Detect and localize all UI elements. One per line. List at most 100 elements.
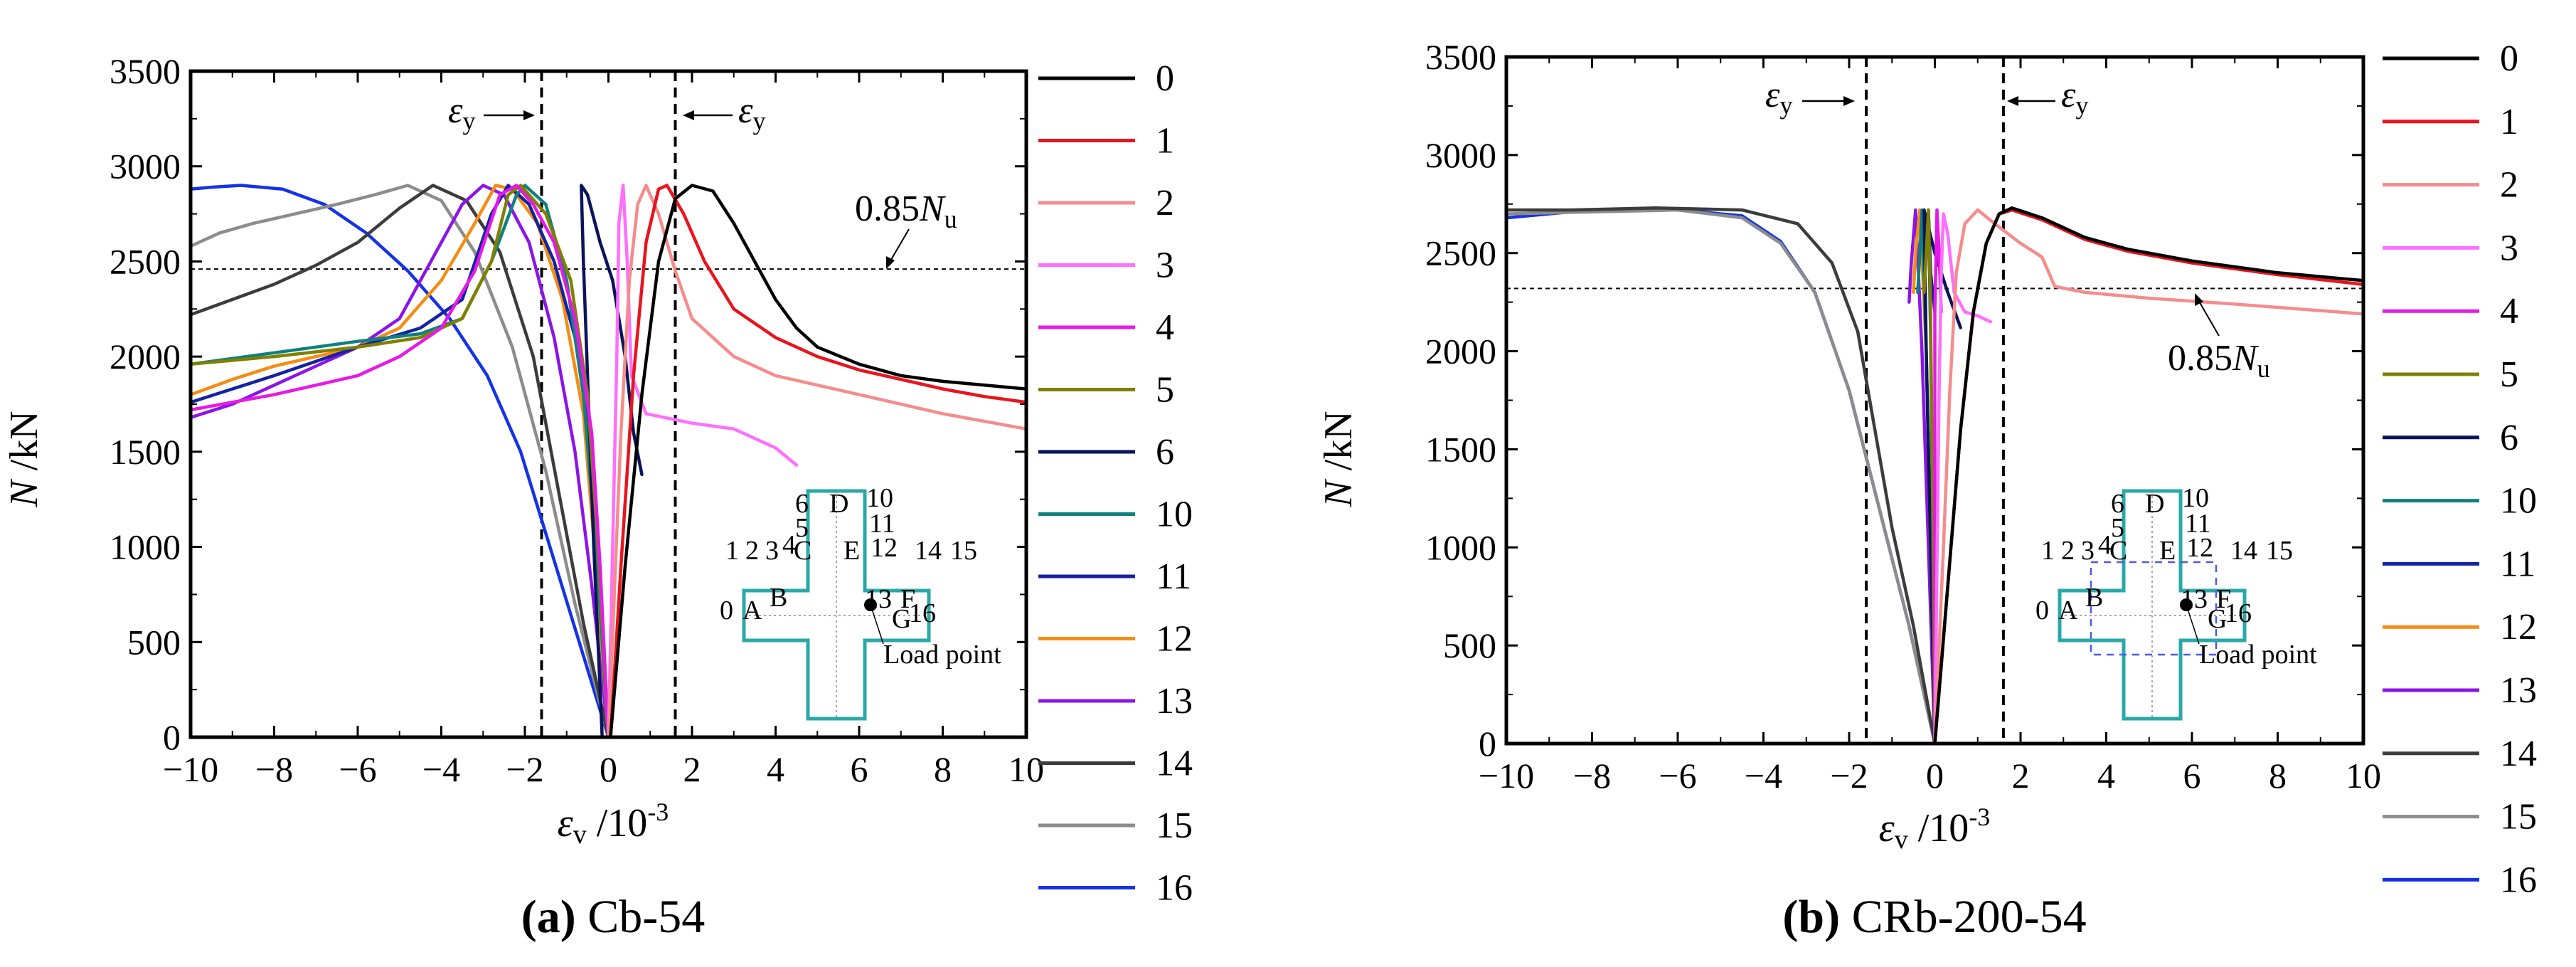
x-axis-label-b: εv /10-3 [1879, 803, 1991, 855]
y-tick-label: 1000 [1425, 527, 1496, 567]
legend-label-1: 1 [2500, 102, 2518, 142]
svg-text:D: D [2145, 489, 2164, 519]
svg-text:0: 0 [720, 596, 733, 625]
x-tick-label: 8 [934, 749, 952, 789]
plot-area-b [1506, 57, 2363, 744]
y-tick-label: 1500 [1425, 429, 1496, 469]
series-line-15 [191, 184, 610, 737]
x-tick-label: 6 [2183, 756, 2201, 796]
y-tick-label: 3000 [110, 147, 181, 186]
chart-panel-a: −10 −8 −6 −4 −2 0 2 4 6 8 100500100015002000250030… [2, 51, 1193, 943]
svg-text:5: 5 [2111, 513, 2124, 543]
svg-text:3: 3 [2081, 536, 2095, 566]
svg-text:3: 3 [765, 536, 779, 566]
svg-text:B: B [770, 583, 787, 613]
svg-text:5: 5 [795, 513, 809, 543]
eps-y-annotation-right-b: εy [2007, 75, 2089, 120]
svg-text:1: 1 [2041, 536, 2055, 566]
axis-ticks-b: −10 −8 −6 −4 −2 0 2 4 6 8 100500100015002000250030… [1425, 37, 2381, 796]
axes-frame [1504, 55, 2365, 746]
svg-text:F: F [2216, 584, 2231, 614]
svg-text:4: 4 [2098, 530, 2112, 560]
x-tick-label: 6 [851, 749, 868, 789]
svg-text:εy: εy [2061, 75, 2089, 120]
series-line-0 [609, 184, 1026, 737]
series-line-1 [609, 184, 1026, 737]
legend-label-11: 11 [1156, 556, 1191, 597]
svg-text:E: E [843, 536, 860, 566]
x-tick-label: 10 [2346, 756, 2381, 796]
svg-text:1: 1 [725, 536, 739, 566]
x-tick-label: −6 [339, 749, 376, 789]
y-tick-label: 1500 [110, 432, 181, 472]
svg-text:εy: εy [1765, 75, 1793, 120]
x-tick-label: −2 [1830, 756, 1868, 796]
legend-label-16: 16 [1156, 868, 1193, 909]
y-tick-label: 500 [1443, 625, 1496, 665]
x-tick-label: −6 [1659, 756, 1696, 796]
axis-ticks-a: −10 −8 −6 −4 −2 0 2 4 6 8 100500100015002000250030… [110, 51, 1044, 789]
svg-text:F: F [900, 584, 915, 614]
svg-text:16: 16 [909, 598, 936, 628]
legend-label-4: 4 [1156, 307, 1174, 348]
legend-label-11: 11 [2500, 544, 2535, 584]
svg-text:G: G [2208, 604, 2227, 634]
legend-label-13: 13 [2500, 670, 2537, 711]
rebar-cage-outline [2090, 561, 2218, 656]
y-tick-label: 3000 [1425, 135, 1496, 175]
series-line-10 [191, 184, 610, 737]
y-tick-label: 2000 [1425, 332, 1496, 371]
svg-text:0.85Nu: 0.85Nu [855, 189, 957, 233]
svg-text:12: 12 [2186, 533, 2213, 563]
series-layer-b [1504, 55, 2365, 746]
chart-panel-b: −10 −8 −6 −4 −2 0 2 4 6 8 100500100015002000250030… [1316, 37, 2537, 943]
eps-y-annotation-left-b: εy [1765, 75, 1855, 120]
legend-label-0: 0 [2500, 38, 2518, 79]
eps-y-annotation-left-a: εy [448, 90, 535, 135]
legend-label-10: 10 [1156, 495, 1193, 535]
svg-text:A: A [2058, 596, 2078, 625]
x-tick-label: −8 [1573, 756, 1611, 796]
series-line-16 [191, 184, 610, 737]
series-line-2 [607, 184, 1026, 737]
legend-label-15: 15 [1156, 805, 1193, 846]
svg-text:εy: εy [448, 90, 476, 135]
svg-text:G: G [892, 604, 911, 634]
x-tick-label: 0 [1926, 756, 1944, 796]
svg-text:6: 6 [795, 489, 809, 519]
series-line-14 [191, 184, 610, 737]
caption-a: (a) Cb-54 [521, 891, 705, 943]
cross-section-inset-b: 0 A B 1 2 3 4 C 5 6 D 10 11 E 12 14 15 1… [2035, 483, 2333, 721]
svg-text:D: D [829, 489, 848, 519]
axes-frame [188, 69, 1028, 739]
series-line-4 [191, 184, 610, 737]
svg-text:13: 13 [2181, 584, 2208, 614]
cross-section-outline [742, 489, 931, 721]
svg-text:14: 14 [2230, 536, 2257, 566]
series-layer-a [188, 69, 1028, 739]
x-tick-label: −10 [163, 749, 218, 789]
series-line-0 [1933, 206, 2363, 744]
y-tick-label: 1000 [110, 527, 181, 567]
x-tick-label: 10 [1008, 749, 1044, 789]
caption-b: (b) CRb-200-54 [1782, 891, 2086, 943]
x-tick-label: 2 [2012, 756, 2030, 796]
svg-text:εy: εy [738, 90, 766, 135]
svg-text:10: 10 [866, 483, 893, 513]
ref-line-annotation-a: 0.85Nu [855, 189, 957, 269]
svg-text:15: 15 [950, 536, 977, 566]
legend-label-2: 2 [2500, 165, 2518, 206]
x-tick-label: 0 [600, 749, 617, 789]
svg-text:15: 15 [2266, 536, 2293, 566]
y-axis-label-b: N /kN [1316, 411, 1361, 507]
legend-label-5: 5 [1156, 370, 1174, 411]
series-line-12 [191, 184, 610, 737]
legend-label-3: 3 [1156, 245, 1174, 286]
legend-label-12: 12 [2500, 607, 2537, 648]
legend-label-14: 14 [1156, 744, 1193, 784]
svg-text:0.85Nu: 0.85Nu [2168, 338, 2270, 383]
y-tick-label: 3500 [110, 51, 181, 91]
x-tick-label: −4 [1745, 756, 1782, 796]
